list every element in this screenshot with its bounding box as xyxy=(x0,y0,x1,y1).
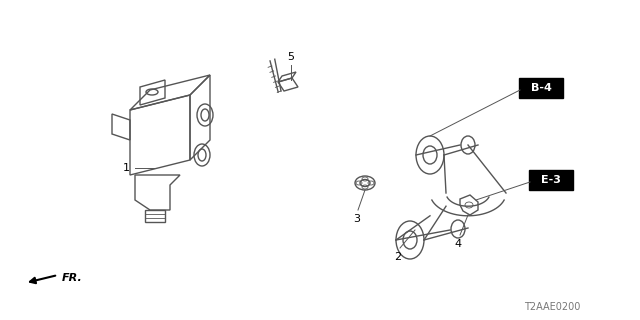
Text: 3: 3 xyxy=(353,214,360,224)
Text: T2AAE0200: T2AAE0200 xyxy=(524,302,580,312)
Text: 2: 2 xyxy=(394,252,401,262)
Text: 4: 4 xyxy=(454,239,461,249)
FancyBboxPatch shape xyxy=(519,78,563,98)
Text: E-3: E-3 xyxy=(541,175,561,185)
Text: 5: 5 xyxy=(287,52,294,62)
Text: FR.: FR. xyxy=(62,273,83,283)
Text: 1: 1 xyxy=(123,163,130,173)
Text: B-4: B-4 xyxy=(531,83,552,93)
FancyBboxPatch shape xyxy=(529,170,573,190)
